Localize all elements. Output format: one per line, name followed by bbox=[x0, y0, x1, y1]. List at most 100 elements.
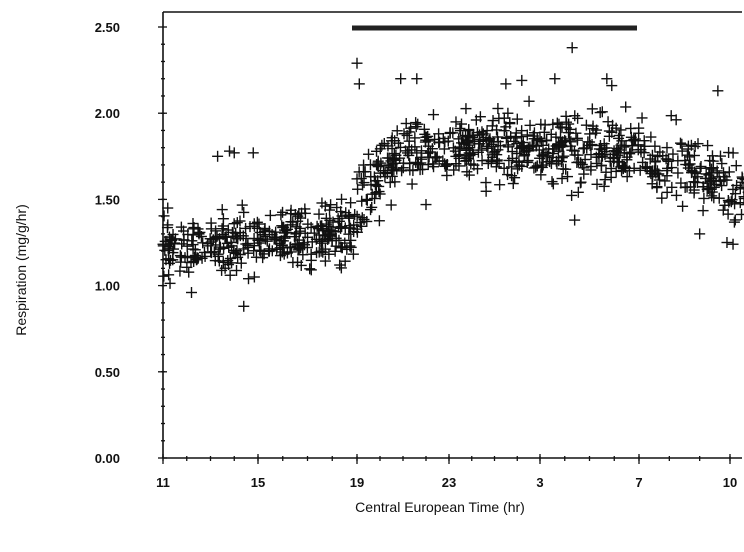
data-point bbox=[371, 159, 383, 171]
data-point bbox=[485, 156, 497, 168]
data-point bbox=[212, 248, 224, 260]
data-point bbox=[572, 112, 584, 124]
data-point bbox=[566, 42, 578, 54]
y-tick-label: 1.50 bbox=[95, 192, 120, 207]
data-point bbox=[315, 237, 327, 249]
data-point bbox=[205, 247, 217, 259]
data-point bbox=[373, 215, 385, 227]
data-point bbox=[422, 130, 434, 142]
data-point bbox=[344, 240, 356, 252]
data-point bbox=[569, 214, 581, 226]
data-point bbox=[217, 220, 229, 232]
data-point bbox=[736, 171, 744, 183]
data-point bbox=[556, 122, 568, 134]
data-point bbox=[617, 162, 629, 174]
x-tick-label: 3 bbox=[536, 475, 543, 490]
data-point bbox=[646, 149, 658, 161]
data-point bbox=[353, 78, 365, 90]
data-point bbox=[613, 129, 625, 141]
data-point bbox=[674, 137, 686, 149]
data-point bbox=[433, 128, 445, 140]
data-point bbox=[729, 214, 741, 226]
data-point bbox=[348, 219, 360, 231]
data-point bbox=[441, 158, 453, 170]
data-point bbox=[175, 251, 187, 263]
x-tick-label: 10 bbox=[723, 475, 737, 490]
data-point bbox=[422, 159, 434, 171]
data-point bbox=[287, 256, 299, 268]
data-point bbox=[736, 208, 744, 220]
data-point bbox=[275, 209, 287, 221]
data-point bbox=[699, 172, 711, 184]
data-point bbox=[729, 198, 741, 210]
data-point bbox=[466, 144, 478, 156]
data-point bbox=[620, 101, 632, 113]
data-point bbox=[502, 169, 514, 181]
data-point bbox=[545, 158, 557, 170]
data-point bbox=[615, 124, 627, 136]
data-point bbox=[319, 255, 331, 267]
data-point bbox=[355, 172, 367, 184]
data-point bbox=[412, 118, 424, 130]
data-point bbox=[666, 162, 678, 174]
data-point bbox=[547, 178, 559, 190]
data-point bbox=[351, 226, 363, 238]
data-point bbox=[161, 222, 173, 234]
data-point bbox=[535, 169, 547, 181]
data-point bbox=[598, 180, 610, 192]
data-point bbox=[586, 103, 598, 115]
data-point bbox=[334, 215, 346, 227]
data-point bbox=[334, 259, 346, 271]
data-point bbox=[235, 257, 247, 269]
data-point bbox=[428, 161, 440, 173]
x-axis: 11 15 19 23 3 7 10 bbox=[156, 454, 742, 490]
data-point bbox=[652, 150, 664, 162]
data-point bbox=[712, 85, 724, 97]
data-point bbox=[656, 192, 668, 204]
data-point bbox=[175, 221, 187, 233]
data-point bbox=[576, 158, 588, 170]
data-point bbox=[390, 154, 402, 166]
data-point bbox=[538, 126, 550, 138]
data-point bbox=[292, 210, 304, 222]
data-point bbox=[560, 116, 572, 128]
data-point bbox=[223, 241, 235, 253]
data-point bbox=[236, 199, 248, 211]
data-point bbox=[317, 235, 329, 247]
data-point bbox=[345, 241, 357, 253]
data-point bbox=[500, 78, 512, 90]
data-point bbox=[465, 158, 477, 170]
data-point bbox=[610, 165, 622, 177]
data-point bbox=[163, 269, 175, 281]
data-point bbox=[181, 250, 193, 262]
data-point bbox=[547, 143, 559, 155]
data-point bbox=[305, 264, 317, 276]
data-point bbox=[727, 238, 739, 250]
data-point bbox=[722, 195, 734, 207]
data-point bbox=[580, 119, 592, 131]
data-point bbox=[516, 160, 528, 172]
data-point bbox=[636, 112, 648, 124]
data-point bbox=[336, 242, 348, 254]
data-point bbox=[285, 241, 297, 253]
data-point bbox=[398, 128, 410, 140]
data-point bbox=[450, 158, 462, 170]
data-point bbox=[611, 156, 623, 168]
data-point bbox=[386, 170, 398, 182]
data-point bbox=[524, 119, 536, 131]
data-point bbox=[228, 230, 240, 242]
data-point bbox=[667, 148, 679, 160]
data-point bbox=[314, 220, 326, 232]
data-point bbox=[248, 245, 260, 257]
data-point bbox=[487, 115, 499, 127]
data-point bbox=[470, 114, 482, 126]
data-point bbox=[365, 204, 377, 216]
data-point bbox=[162, 202, 174, 214]
data-point bbox=[460, 103, 472, 115]
data-point bbox=[386, 132, 398, 144]
data-point bbox=[389, 176, 401, 188]
data-point bbox=[628, 162, 640, 174]
data-point bbox=[238, 300, 250, 312]
data-point bbox=[704, 162, 716, 174]
data-point bbox=[706, 186, 718, 198]
